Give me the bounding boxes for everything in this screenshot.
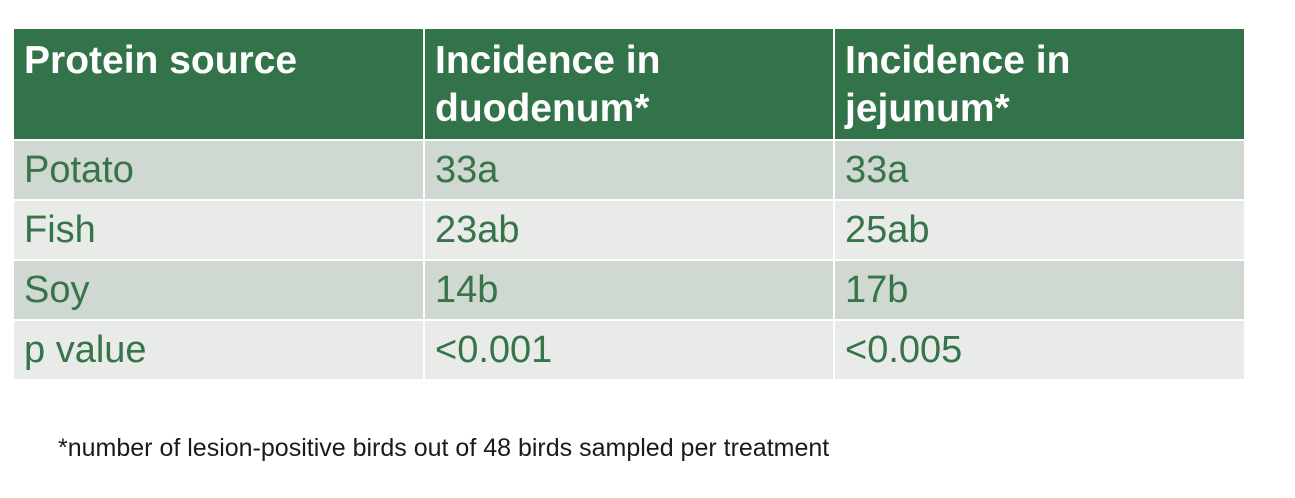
cell-protein-source: p value — [14, 320, 425, 381]
cell-duodenum: 14b — [424, 260, 835, 321]
results-table: Protein source Incidence in duodenum* In… — [14, 29, 1244, 381]
table-row: Fish 23ab 25ab — [14, 200, 1244, 261]
cell-duodenum: 33a — [424, 140, 835, 201]
cell-protein-source: Potato — [14, 140, 425, 201]
table-body: Potato 33a 33a Fish 23ab 25ab Soy 14b 17… — [14, 140, 1244, 381]
table-row: Soy 14b 17b — [14, 260, 1244, 321]
footnote: *number of lesion-positive birds out of … — [58, 434, 830, 462]
header-protein-source: Protein source — [14, 29, 425, 141]
cell-protein-source: Fish — [14, 200, 425, 261]
header-row: Protein source Incidence in duodenum* In… — [14, 29, 1244, 141]
cell-protein-source: Soy — [14, 260, 425, 321]
cell-duodenum: <0.001 — [424, 320, 835, 381]
cell-jejunum: <0.005 — [834, 320, 1244, 381]
table-row: Potato 33a 33a — [14, 140, 1244, 201]
header-incidence-jejunum: Incidence in jejunum* — [834, 29, 1244, 141]
header-incidence-duodenum: Incidence in duodenum* — [424, 29, 835, 141]
table-row: p value <0.001 <0.005 — [14, 320, 1244, 381]
cell-jejunum: 33a — [834, 140, 1244, 201]
cell-jejunum: 17b — [834, 260, 1244, 321]
cell-duodenum: 23ab — [424, 200, 835, 261]
table-header: Protein source Incidence in duodenum* In… — [14, 29, 1244, 141]
cell-jejunum: 25ab — [834, 200, 1244, 261]
